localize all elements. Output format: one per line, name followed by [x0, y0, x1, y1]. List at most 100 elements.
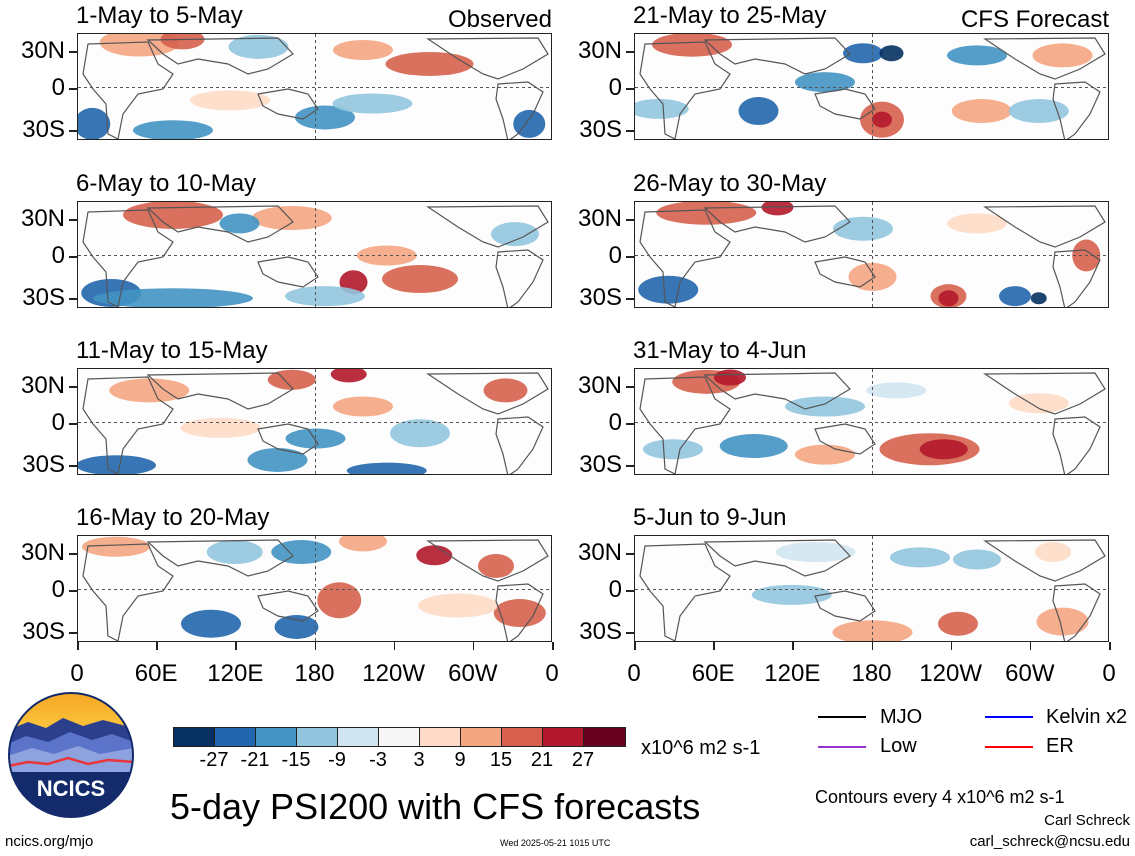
anomaly-blob — [228, 34, 289, 59]
colorbar-tick-label: 21 — [530, 749, 554, 771]
anomaly-blob — [513, 109, 546, 138]
colorbar-tick-label: -9 — [328, 749, 346, 771]
coastline — [257, 590, 319, 622]
anomaly-blob — [493, 599, 546, 628]
anomaly-blob — [785, 396, 865, 417]
colorbar-tick-label: 9 — [454, 749, 466, 771]
anomaly-blob — [951, 99, 1012, 124]
anomaly-blob — [890, 547, 950, 568]
psi200-map — [77, 201, 552, 308]
panel-source-label: Observed — [447, 6, 552, 33]
colorbar-tick-label: -21 — [240, 749, 270, 771]
longitude-label: 0 — [627, 660, 641, 687]
latitude-tick — [69, 130, 77, 132]
latitude-label: 0 — [608, 409, 622, 436]
longitude-tick — [792, 642, 794, 650]
latitude-label: 30S — [22, 451, 65, 478]
anomaly-blob — [330, 369, 367, 383]
coastline — [146, 539, 294, 577]
anomaly-blob — [247, 447, 308, 472]
longitude-label: 0 — [1102, 660, 1116, 687]
legend-line-kelvin — [985, 716, 1033, 718]
anomaly-blob — [953, 549, 1001, 570]
anomaly-blob — [251, 206, 332, 231]
anomaly-blob — [332, 93, 413, 114]
latitude-label: 30S — [579, 284, 622, 311]
anomaly-blob — [938, 290, 959, 307]
anomaly-blob — [491, 222, 539, 247]
panel-date-range: 5-Jun to 9-Jun — [633, 504, 787, 531]
longitude-tick — [472, 642, 475, 650]
coastline — [814, 256, 876, 288]
latitude-label: 30S — [579, 116, 622, 143]
anomaly-blob — [832, 620, 913, 641]
colorbar-tick-label: 15 — [489, 749, 513, 771]
anomaly-blob — [879, 45, 904, 62]
latitude-tick — [69, 51, 77, 53]
coastline — [814, 88, 876, 120]
psi200-map — [634, 33, 1109, 140]
coastline — [983, 205, 1106, 248]
anomaly-blob — [123, 202, 223, 229]
anomaly-blob — [109, 378, 190, 403]
longitude-label: 180 — [851, 660, 892, 687]
latitude-label: 30N — [20, 539, 65, 566]
coastline — [426, 205, 549, 248]
colorbar-cell — [420, 728, 461, 746]
anomaly-blob — [206, 540, 263, 565]
anomaly-blob — [219, 213, 260, 234]
coastline — [703, 37, 851, 75]
longitude-tick — [393, 642, 396, 650]
psi200-map — [634, 535, 1109, 642]
latitude-tick — [626, 298, 634, 300]
legend-line-er — [985, 746, 1033, 748]
colorbar-cell — [256, 728, 297, 746]
psi200-map — [634, 201, 1109, 308]
latitude-tick — [69, 423, 77, 425]
colorbar-cell — [215, 728, 256, 746]
anomaly-blob — [78, 107, 111, 139]
latitude-tick — [626, 553, 634, 555]
anomaly-blob — [78, 455, 156, 474]
legend-label-low: Low — [880, 735, 917, 757]
latitude-tick — [69, 465, 77, 467]
latitude-tick — [69, 298, 77, 300]
coastline — [1052, 249, 1101, 307]
anomaly-blob — [1008, 99, 1069, 124]
coastline — [814, 590, 876, 622]
colorbar-tick-label: -3 — [369, 749, 387, 771]
anomaly-blob — [938, 611, 978, 636]
coastline — [639, 209, 731, 307]
coastline — [82, 376, 174, 474]
panel-date-range: 16-May to 20-May — [76, 504, 270, 531]
coastline — [983, 539, 1106, 582]
latitude-label: 0 — [51, 242, 65, 269]
latitude-label: 30N — [577, 37, 622, 64]
author-name: Carl Schreck — [1044, 812, 1130, 829]
colorbar-tick-label: 3 — [413, 749, 425, 771]
anomaly-blob — [643, 439, 703, 460]
coastline — [983, 372, 1106, 415]
latitude-label: 30N — [20, 372, 65, 399]
anomaly-blob — [333, 40, 393, 61]
latitude-label: 0 — [51, 74, 65, 101]
longitude-label: 60E — [691, 660, 735, 687]
longitude-tick — [552, 642, 554, 650]
latitude-label: 30N — [577, 539, 622, 566]
latitude-tick — [69, 256, 77, 258]
coastline — [82, 41, 174, 139]
site-link[interactable]: ncics.org/mjo — [5, 833, 94, 850]
colorbar-cell — [338, 728, 379, 746]
panel-source-label: CFS Forecast — [960, 6, 1109, 33]
anomaly-blob — [635, 98, 689, 119]
legend-line-mjo — [818, 716, 866, 718]
longitude-label: 120E — [207, 660, 264, 687]
anomaly-blob — [872, 111, 892, 128]
longitude-label: 120W — [362, 660, 426, 687]
latitude-label: 0 — [51, 576, 65, 603]
colorbar-cell — [379, 728, 420, 746]
anomaly-blob — [339, 536, 387, 552]
coastline — [983, 37, 1106, 80]
longitude-tick — [871, 642, 873, 650]
longitude-tick — [950, 642, 953, 650]
